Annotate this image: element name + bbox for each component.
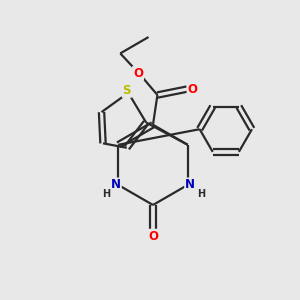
- Text: N: N: [111, 178, 121, 191]
- Text: N: N: [185, 178, 195, 191]
- Text: H: H: [102, 189, 110, 199]
- Text: O: O: [133, 67, 143, 80]
- Text: S: S: [122, 84, 131, 97]
- Text: O: O: [188, 82, 197, 96]
- Text: H: H: [197, 189, 205, 199]
- Text: O: O: [148, 230, 158, 243]
